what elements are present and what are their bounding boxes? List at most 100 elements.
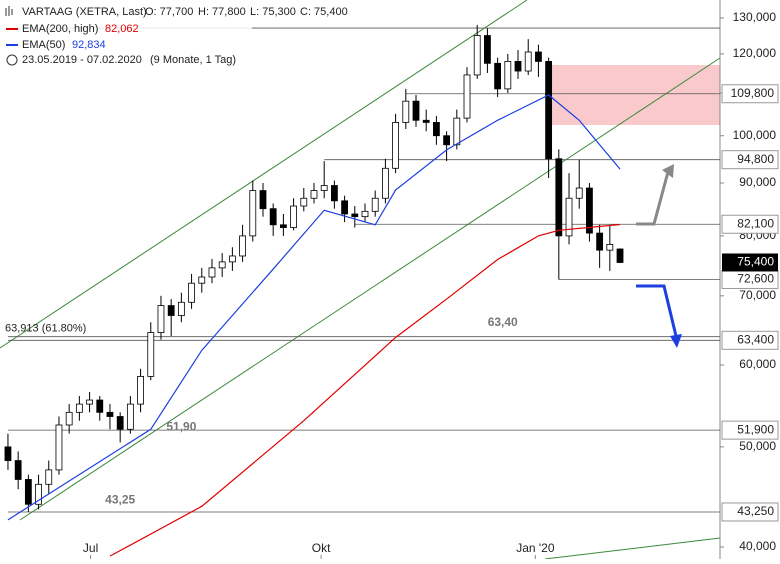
candle-body [239,235,246,257]
candle-body [106,411,114,417]
candle-body [300,197,308,207]
arrow-head [670,334,682,348]
candle-body [126,403,134,430]
candle-body [545,61,553,160]
candle-body [249,190,257,237]
arrow-head [662,164,674,178]
overlay: 109,800 94,800 82,100 72,600 63,913 (61.80%)… [5,84,779,522]
candle-body [341,200,348,215]
candle-body [463,74,471,119]
candle-body [86,399,93,405]
y-tick-label: 40,000 [739,539,776,553]
candle-body [433,122,440,137]
candle-body [228,255,236,263]
candle-body [443,135,451,146]
level-box [721,150,779,170]
channel-lower [19,57,721,521]
title: VARTAAG (XETRA, Last) [22,6,147,18]
candle-body [330,185,338,202]
candle-body [382,167,389,199]
level-label: 63,913 (61.80%) [5,323,86,335]
period: (9 Monate, 1 Tag) [150,54,236,66]
candle-body [259,190,267,210]
candle-body [494,62,502,90]
candle-body [75,403,83,413]
candle-body [65,411,73,426]
candle-body [147,332,155,377]
candle-body [565,197,573,237]
candle-body [137,376,144,405]
candle-body [616,248,624,263]
candle-body [96,399,104,413]
candle-body [596,232,604,251]
candle-body [320,185,328,191]
candle-body [606,243,614,251]
x-tick-label: Okt [312,541,331,555]
candle-body [116,416,124,430]
level-label: 63,400 [737,332,774,346]
candle-body [371,197,379,212]
candle-body [392,122,400,169]
legend-value: 82,062 [105,23,139,35]
candle-body [484,35,491,64]
arrow-up [636,171,670,226]
candle-body [514,61,522,72]
plot: 40,00050,00060,00070,00080,00090,000100,… [4,10,777,559]
annotation: 51,90 [166,420,196,434]
candle-body [412,100,420,121]
candle-body [157,305,165,333]
last-price-box [722,253,778,272]
candle-body [535,51,542,62]
level-box [721,214,779,234]
ohlc: H: 77,800 [198,6,246,18]
candle-body [177,301,185,316]
candle-body [167,305,175,316]
indicator-line [109,223,621,557]
candle-body [24,479,32,505]
annotation: 63,40 [488,315,518,329]
date-range: 23.05.2019 - 07.02.2020 [22,54,142,66]
y-tick-label: 130,000 [733,10,777,24]
legend-label: EMA(50) [22,39,65,51]
candle-body [208,267,216,278]
candle-body [218,261,226,269]
legend-value: 92,834 [72,39,106,51]
y-tick-label: 120,000 [733,46,777,60]
candle-body [188,282,195,303]
annotation: 43,25 [105,492,135,506]
candle-body [422,119,430,123]
candle-body [351,213,359,218]
candle-body [555,158,563,237]
ohlc: C: 75,400 [300,6,348,18]
candle-body [310,190,318,199]
candle-body [14,460,22,480]
candle-body [524,51,532,72]
candle-body [55,424,63,471]
candle-body [473,35,481,76]
candle-body [575,187,583,199]
candle-body [402,100,410,123]
level-label: 51,900 [737,422,774,436]
candle-body [361,210,369,218]
candle-body [586,187,593,234]
candle-body [4,446,12,461]
level-box [721,330,779,350]
x-tick-label: Jul [83,541,98,555]
level-label: 94,800 [737,152,774,166]
candle-body [504,61,512,90]
candle-body [290,205,297,228]
level-label: 109,800 [731,86,775,100]
level-box [721,502,779,522]
level-label: 72,600 [737,272,774,286]
candle-body [269,208,277,226]
level-label: 82,100 [737,216,774,230]
arrow-down [636,284,678,337]
level-box [721,420,779,440]
candle-body [45,469,53,485]
x-tick-label: Jan '20 [516,541,555,555]
level-label: 43,250 [737,504,774,518]
candle-body [453,117,461,146]
channel-upper [0,0,528,349]
icon [5,6,13,16]
